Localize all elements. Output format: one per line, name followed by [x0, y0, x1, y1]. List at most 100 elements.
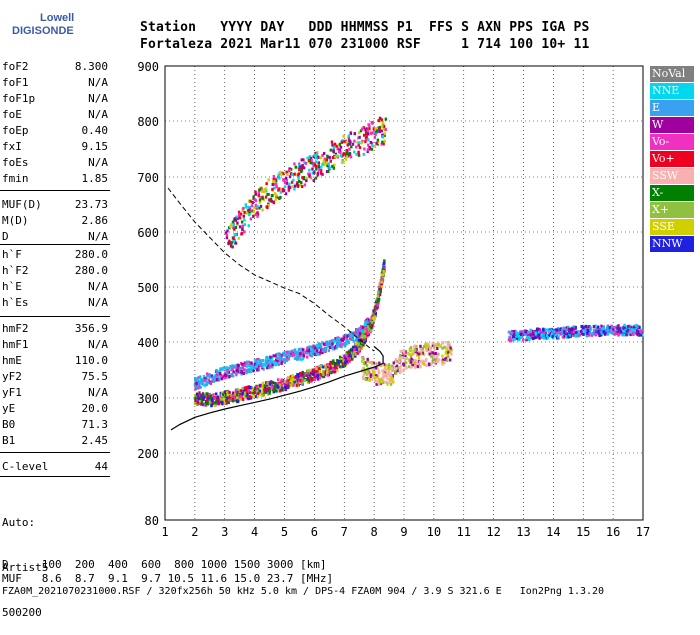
- echo-mark: [409, 355, 413, 359]
- echo-mark: [255, 386, 258, 390]
- echo-mark: [273, 180, 276, 184]
- echo-mark: [321, 349, 324, 353]
- echo-mark: [230, 398, 233, 402]
- echo-mark: [340, 338, 343, 342]
- echo-mark: [368, 127, 371, 131]
- echo-mark: [278, 389, 282, 393]
- echo-mark: [295, 182, 299, 186]
- echo-mark: [402, 349, 405, 353]
- echo-mark: [285, 171, 289, 175]
- echo-mark: [213, 375, 216, 379]
- echo-mark: [343, 342, 346, 346]
- echo-mark: [567, 335, 570, 339]
- echo-mark: [246, 386, 249, 390]
- echo-mark: [520, 334, 524, 338]
- echo-mark: [303, 372, 307, 376]
- legend-item-ssw: SSW: [650, 168, 694, 184]
- echo-mark: [276, 378, 280, 382]
- echo-mark: [533, 330, 536, 334]
- echo-mark: [326, 363, 329, 367]
- echo-mark: [245, 364, 249, 368]
- echo-mark: [416, 353, 419, 357]
- echo-mark: [365, 329, 369, 333]
- echo-mark: [335, 366, 338, 370]
- echo-mark: [244, 203, 248, 207]
- echo-mark: [261, 381, 265, 385]
- echo-mark: [613, 332, 616, 336]
- echo-mark: [562, 330, 566, 334]
- echo-mark: [263, 388, 266, 392]
- echo-mark: [321, 153, 324, 157]
- echo-mark: [223, 398, 226, 402]
- echo-mark: [286, 381, 289, 385]
- spread-f-ssw-echoes: [361, 341, 453, 386]
- echo-mark: [322, 365, 325, 369]
- echo-mark: [233, 397, 237, 401]
- echo-mark: [413, 349, 416, 353]
- echo-mark: [248, 210, 251, 214]
- echo-mark: [389, 372, 392, 376]
- echo-mark: [336, 337, 339, 341]
- echo-mark: [444, 346, 447, 350]
- echo-mark: [266, 387, 269, 391]
- echo-mark: [266, 359, 269, 363]
- echo-mark: [262, 367, 265, 371]
- echo-mark: [418, 360, 422, 364]
- echo-mark: [278, 196, 281, 200]
- echo-mark: [321, 172, 324, 176]
- echo-mark: [390, 379, 393, 383]
- echo-mark: [270, 359, 273, 363]
- echo-mark: [325, 158, 329, 162]
- echo-mark: [394, 371, 398, 375]
- echo-mark: [301, 164, 304, 168]
- echo-mark: [269, 360, 272, 364]
- echo-mark: [333, 142, 337, 146]
- echo-mark: [297, 383, 300, 387]
- echo-mark: [198, 394, 201, 398]
- echo-mark: [286, 172, 289, 176]
- echo-mark: [589, 327, 592, 331]
- echo-mark: [522, 329, 525, 333]
- echo-mark: [531, 337, 535, 341]
- echo-mark: [296, 351, 300, 355]
- echo-mark: [282, 352, 286, 356]
- echo-mark: [287, 168, 291, 172]
- echo-mark: [357, 136, 360, 140]
- echo-mark: [231, 399, 235, 403]
- echo-mark: [266, 206, 269, 210]
- echo-mark: [229, 244, 233, 248]
- echo-mark: [318, 352, 321, 356]
- echo-mark: [330, 371, 333, 375]
- x-tick-label: 16: [606, 525, 620, 539]
- echo-mark: [286, 384, 290, 388]
- echo-mark: [256, 394, 260, 398]
- echo-mark: [259, 359, 262, 363]
- echo-mark: [300, 353, 303, 357]
- echo-mark: [361, 326, 365, 330]
- echo-mark: [247, 363, 250, 367]
- echo-mark: [545, 333, 549, 337]
- echo-mark: [616, 326, 619, 330]
- echo-mark: [381, 133, 384, 137]
- echo-mark: [241, 386, 244, 390]
- echo-mark: [386, 382, 389, 386]
- echo-mark: [305, 351, 309, 355]
- param-key: foF1p: [2, 92, 36, 105]
- param-m-d-: M(D) 2.86: [2, 214, 108, 230]
- echo-mark: [365, 327, 368, 331]
- echo-mark: [272, 361, 276, 365]
- echo-mark: [355, 145, 358, 149]
- param-key: foE: [2, 108, 22, 121]
- echo-mark: [316, 349, 319, 353]
- echo-mark: [312, 164, 315, 168]
- echo-mark: [318, 370, 322, 374]
- echo-mark: [271, 183, 274, 187]
- echo-mark: [322, 369, 325, 373]
- echo-mark: [348, 139, 351, 143]
- param-h-e: h`E N/A: [2, 280, 108, 296]
- echo-mark: [364, 131, 368, 135]
- echo-mark: [555, 330, 559, 334]
- echo-mark: [235, 215, 238, 219]
- echo-mark: [597, 325, 600, 329]
- echo-mark: [245, 211, 249, 215]
